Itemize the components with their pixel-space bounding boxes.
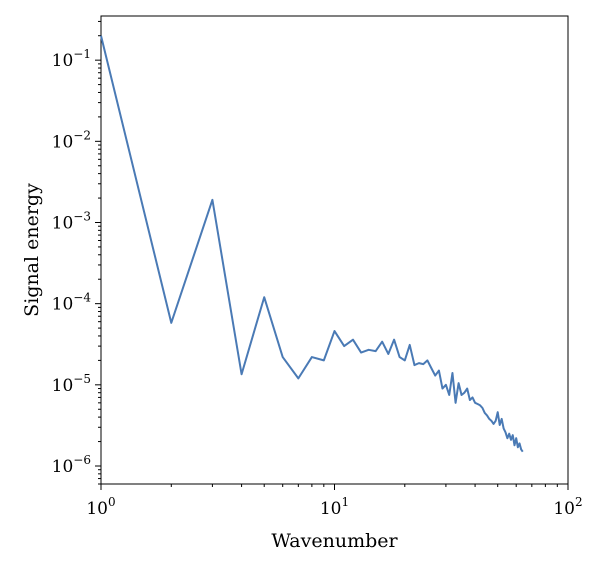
x-tick-label: 102 bbox=[553, 495, 582, 519]
x-tick-label: 100 bbox=[86, 495, 115, 519]
y-tick-label: 10−2 bbox=[52, 128, 91, 152]
series-line bbox=[100, 35, 524, 453]
y-tick-label: 10−5 bbox=[52, 372, 91, 396]
x-axis: 100 101 102 bbox=[86, 484, 583, 519]
y-tick-label: 10−1 bbox=[52, 47, 91, 71]
x-axis-label: Wavenumber bbox=[271, 530, 398, 552]
y-axis-label: Signal energy bbox=[21, 183, 43, 317]
y-tick-label: 10−3 bbox=[52, 209, 91, 233]
y-tick-label: 10−4 bbox=[52, 291, 92, 315]
y-tick-label: 10−6 bbox=[52, 453, 91, 477]
x-tick-label: 101 bbox=[320, 495, 349, 519]
y-axis: 10−6 10−5 10−4 10−3 10−2 10−1 bbox=[52, 20, 101, 485]
